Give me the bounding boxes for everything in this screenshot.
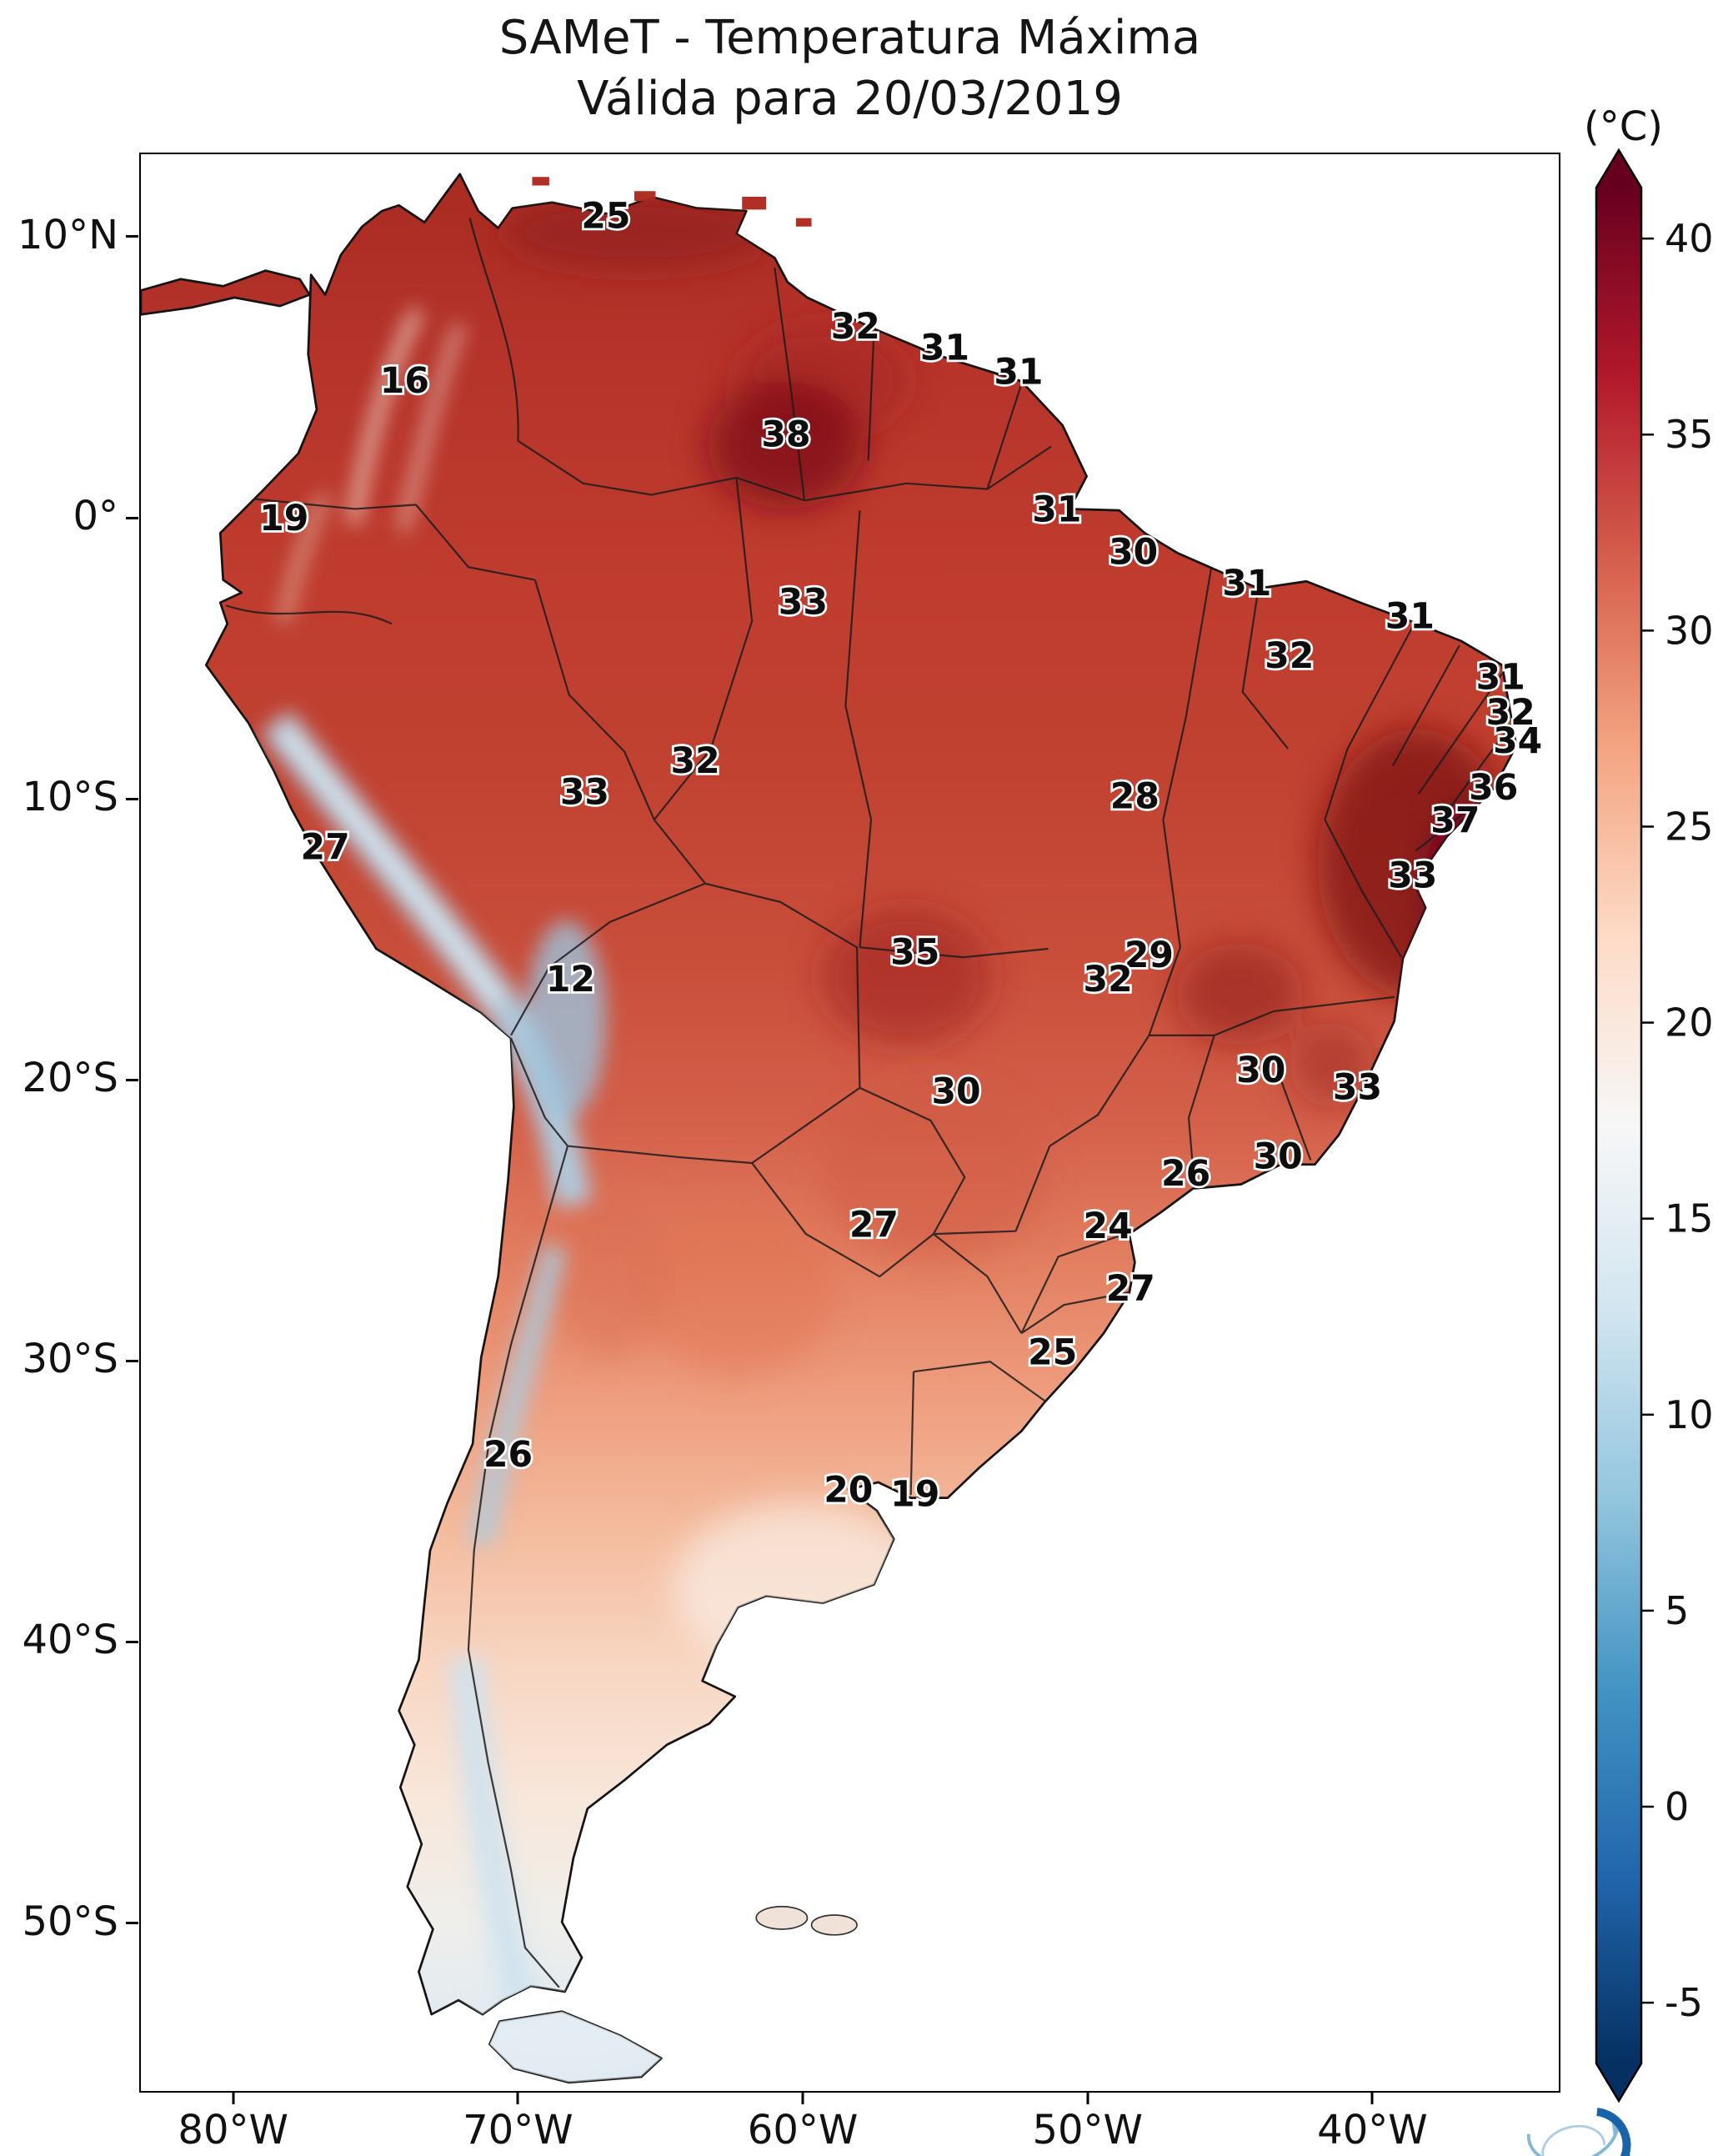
- colorbar-tick-label: 5: [1665, 1588, 1689, 1633]
- lat-tick-label: 40°S: [22, 1617, 118, 1664]
- temperature-label: 28: [1110, 776, 1160, 817]
- temperature-label: 30: [1109, 533, 1158, 574]
- colorbar-tick-label: 10: [1665, 1392, 1714, 1437]
- temperature-label: 16: [380, 361, 429, 402]
- temperature-label: 32: [1486, 693, 1535, 734]
- temperature-label: 25: [1028, 1333, 1077, 1374]
- temperature-label: 37: [1430, 800, 1480, 841]
- colorbar-unit-label: (°C): [1584, 103, 1663, 150]
- lat-tick-mark: [126, 1078, 138, 1081]
- temperature-label: 31: [1476, 657, 1525, 698]
- temperature-label: 19: [259, 499, 308, 539]
- temperature-label: 27: [301, 828, 350, 869]
- lat-tick-mark: [126, 235, 138, 238]
- panama-sliver: [141, 269, 311, 316]
- colorbar-tick-label: 20: [1665, 1000, 1714, 1045]
- lon-tick-label: 50°W: [1032, 2107, 1144, 2153]
- temperature-label: 26: [1161, 1154, 1210, 1195]
- temperature-label: 29: [1124, 935, 1174, 976]
- country-state-borders: [225, 218, 1513, 1988]
- temperature-label: 32: [1265, 636, 1314, 677]
- lat-tick-mark: [126, 797, 138, 800]
- colorbar-tick-label: 30: [1665, 608, 1714, 653]
- lat-tick-mark: [126, 1640, 138, 1643]
- temperature-label: 32: [831, 307, 880, 348]
- lat-tick-label: 10°S: [22, 774, 118, 821]
- colorbar-ticks: 40 35 30 25 20 15 10 5 0 -5: [1641, 216, 1714, 2025]
- temperature-label: 30: [1254, 1137, 1303, 1178]
- colorbar-tick-label: 40: [1665, 216, 1714, 261]
- lon-tick-mark: [232, 2092, 235, 2104]
- colorbar-tick-label: 0: [1665, 1784, 1689, 1829]
- lon-tick-label: 70°W: [463, 2107, 573, 2153]
- lat-tick-label: 50°S: [22, 1898, 118, 1945]
- lat-tick-label: 0°: [73, 493, 118, 540]
- temperature-label: 34: [1493, 721, 1542, 762]
- temperature-label: 31: [1032, 490, 1081, 531]
- temperature-label: 19: [890, 1475, 939, 1516]
- temperature-label: 38: [761, 414, 810, 455]
- lat-tick-mark: [126, 516, 138, 519]
- temperature-label: 36: [1469, 768, 1518, 809]
- colorbar: 40 35 30 25 20 15 10 5 0 -5: [1595, 148, 1714, 2103]
- temperature-label: 35: [890, 933, 939, 974]
- temperature-label: 33: [779, 582, 828, 623]
- andes-cold-strips: [261, 308, 606, 2018]
- lon-tick-mark: [1370, 2092, 1374, 2104]
- temperature-label: 27: [1106, 1269, 1155, 1310]
- colorbar-bar: [1595, 148, 1643, 2103]
- temperature-label: 32: [671, 741, 720, 782]
- temperature-label: 30: [931, 1071, 980, 1112]
- lon-tick-label: 40°W: [1317, 2107, 1428, 2153]
- colorbar-tick-label: 25: [1665, 804, 1714, 849]
- temperature-label: 25: [581, 196, 630, 237]
- temperature-label: 20: [824, 1471, 873, 1512]
- map-frame: 25 16 32 31 31 38 19 31 30 31 33 31 32 31 32 34 32 36 33 28…: [139, 153, 1631, 2156]
- temperature-label: 31: [1385, 596, 1435, 637]
- lat-tick-label: 20°S: [22, 1055, 118, 1102]
- title-line-2: Válida para 20/03/2019: [577, 71, 1123, 126]
- colorbar-tick-label: -5: [1665, 1980, 1703, 2025]
- temperature-label: 32: [1084, 960, 1133, 1000]
- colorbar-tick-label: 35: [1665, 412, 1714, 457]
- temperature-label: 31: [920, 328, 969, 369]
- figure-title: SAMeT - Temperatura Máxima Válida para 2…: [139, 8, 1560, 130]
- temperature-label: 31: [1222, 564, 1271, 604]
- temperature-label: 31: [994, 353, 1043, 394]
- lon-tick-mark: [516, 2092, 519, 2104]
- lon-tick-mark: [801, 2092, 804, 2104]
- lon-tick-label: 80°W: [178, 2107, 288, 2153]
- title-line-1: SAMeT - Temperatura Máxima: [498, 11, 1201, 65]
- falkland-islands: [755, 1905, 858, 1936]
- lat-tick-label: 10°N: [18, 211, 118, 258]
- temperature-label: 33: [1388, 856, 1437, 897]
- temperature-label: 12: [546, 960, 595, 1000]
- temperature-label: 26: [483, 1435, 533, 1476]
- temperature-label: 33: [1333, 1067, 1382, 1108]
- colorbar-tick-label: 15: [1665, 1196, 1714, 1241]
- latitude-axis: 10°N 0° 10°S 20°S 30°S 40°S 50°S: [0, 153, 138, 2093]
- lon-tick-label: 60°W: [747, 2107, 859, 2153]
- lat-tick-mark: [126, 1359, 138, 1362]
- temperature-label: 27: [849, 1205, 899, 1246]
- temperature-label: 24: [1084, 1206, 1133, 1247]
- lat-tick-mark: [126, 1922, 138, 1925]
- longitude-axis: 80°W 70°W 60°W 50°W 40°W: [139, 2092, 1560, 2155]
- temperature-label: 30: [1236, 1050, 1285, 1091]
- lon-tick-mark: [1086, 2092, 1089, 2104]
- caribbean-islands: [532, 177, 812, 227]
- lat-tick-label: 30°S: [22, 1336, 118, 1383]
- temperature-label: 33: [560, 772, 609, 813]
